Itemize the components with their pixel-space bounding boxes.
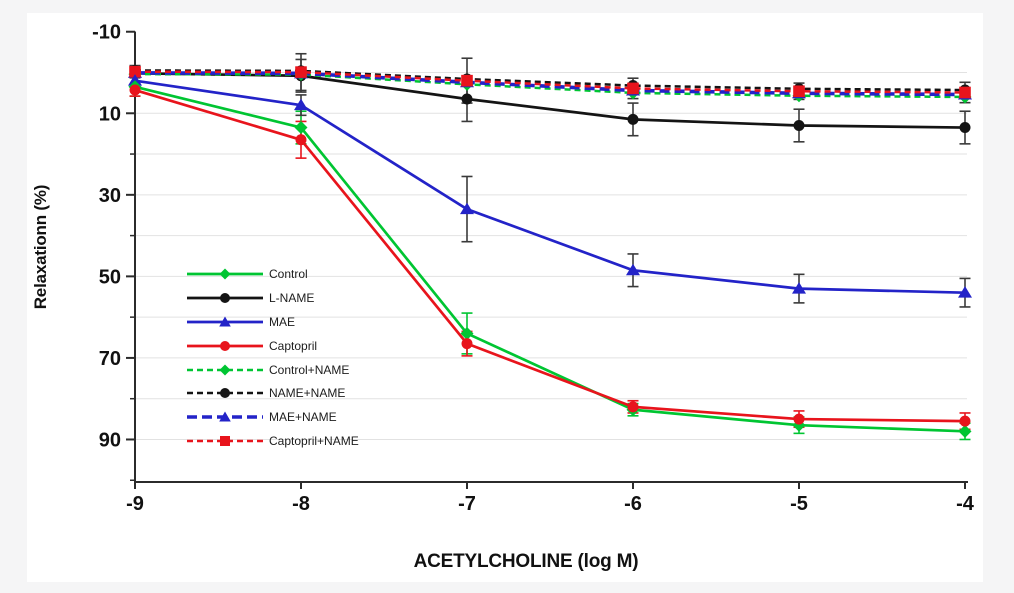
y-axis-title: Relaxationn (%) [31, 184, 50, 310]
series-mae-marker [294, 98, 308, 111]
x-tick-label: -5 [790, 493, 808, 515]
legend-swatch [187, 316, 263, 327]
legend-item-control: Control [186, 262, 359, 286]
series-captopril-marker [295, 134, 307, 146]
legend-label: Control [269, 266, 308, 281]
square-marker-icon [220, 436, 230, 447]
legend-label: MAE+NAME [269, 410, 337, 425]
series-name-name-line [134, 69, 966, 92]
x-tick-label: -8 [292, 493, 310, 515]
series-l-name-line [134, 71, 966, 129]
series-control-name-line [134, 72, 966, 99]
legend-label: Control+NAME [269, 362, 350, 377]
legend: Control L-NAME MAE Captopril Control+NAME NAM… [186, 262, 359, 453]
series-captopril-name-marker [627, 82, 639, 95]
y-tick-label: 10 [99, 103, 121, 125]
circle-marker-icon [220, 388, 230, 399]
series-captopril-name-marker [959, 86, 971, 99]
series-l-name-marker [959, 122, 971, 134]
y-tick-label: 30 [99, 185, 121, 207]
series-captopril-line [134, 88, 966, 423]
y-tick-label: 50 [99, 266, 121, 288]
legend-label: Captopril [269, 338, 318, 353]
series-mae-line [134, 79, 966, 295]
legend-swatch [187, 292, 263, 303]
series-mae-marker [626, 263, 640, 276]
series-mae-marker [128, 74, 142, 86]
circle-marker-icon [220, 292, 230, 303]
y-tick-label: -10 [92, 22, 121, 44]
legend-item-captopril-name: Captopril+NAME [186, 429, 359, 453]
series-l-name-marker [793, 120, 805, 132]
legend-item-captopril: Captopril [186, 334, 359, 358]
diamond-marker-icon [219, 268, 231, 280]
series-captopril-name-marker [461, 74, 473, 87]
series-captopril-marker [129, 84, 141, 96]
series-captopril-name-marker [129, 65, 141, 78]
legend-swatch [187, 268, 263, 280]
diamond-marker-icon [219, 364, 231, 375]
legend-item-mae: MAE [186, 310, 359, 334]
series-control-marker [460, 326, 474, 340]
y-tick-label: 90 [99, 429, 121, 451]
triangle-marker-icon [219, 316, 231, 327]
series-control-marker [294, 121, 308, 135]
series-mae-name-line [134, 71, 966, 97]
legend-item-name-name: NAME+NAME [186, 381, 359, 405]
legend-label: NAME+NAME [269, 386, 346, 401]
legend-item-control-name: Control+NAME [186, 358, 359, 382]
legend-swatch [187, 388, 263, 399]
x-tick-label: -6 [624, 493, 642, 515]
legend-swatch [187, 436, 263, 447]
series-captopril-marker [793, 413, 805, 425]
x-tick-label: -4 [956, 493, 975, 515]
triangle-marker-icon [219, 411, 231, 422]
series-captopril-marker [959, 415, 971, 427]
legend-label: L-NAME [269, 290, 315, 305]
series-l-name-marker [627, 113, 639, 125]
series-l-name-marker [461, 93, 473, 105]
x-tick-label: -7 [458, 493, 476, 515]
legend-item-mae-name: MAE+NAME [186, 405, 359, 429]
series-captopril-name-marker [793, 85, 805, 98]
series-control-marker [958, 424, 972, 438]
legend-item-l-name: L-NAME [186, 286, 359, 310]
series-captopril-marker [627, 401, 639, 413]
x-tick-label: -9 [126, 493, 144, 515]
series-captopril-name-marker [295, 66, 307, 78]
x-axis-title: ACETYLCHOLINE (log M) [413, 551, 639, 572]
figure [27, 13, 983, 582]
series-captopril-name-line [134, 70, 966, 94]
series-control-line [134, 85, 966, 433]
series-mae-marker [792, 282, 806, 294]
series-mae-marker [460, 202, 474, 215]
legend-label: MAE [269, 314, 296, 329]
series-captopril-marker [461, 338, 473, 350]
legend-swatch [187, 364, 263, 375]
series-mae-marker [958, 286, 972, 298]
legend-swatch [187, 340, 263, 351]
legend-swatch [187, 411, 263, 422]
legend-label: Captopril+NAME [269, 434, 359, 449]
circle-marker-icon [220, 340, 230, 351]
y-tick-label: 70 [99, 348, 121, 370]
